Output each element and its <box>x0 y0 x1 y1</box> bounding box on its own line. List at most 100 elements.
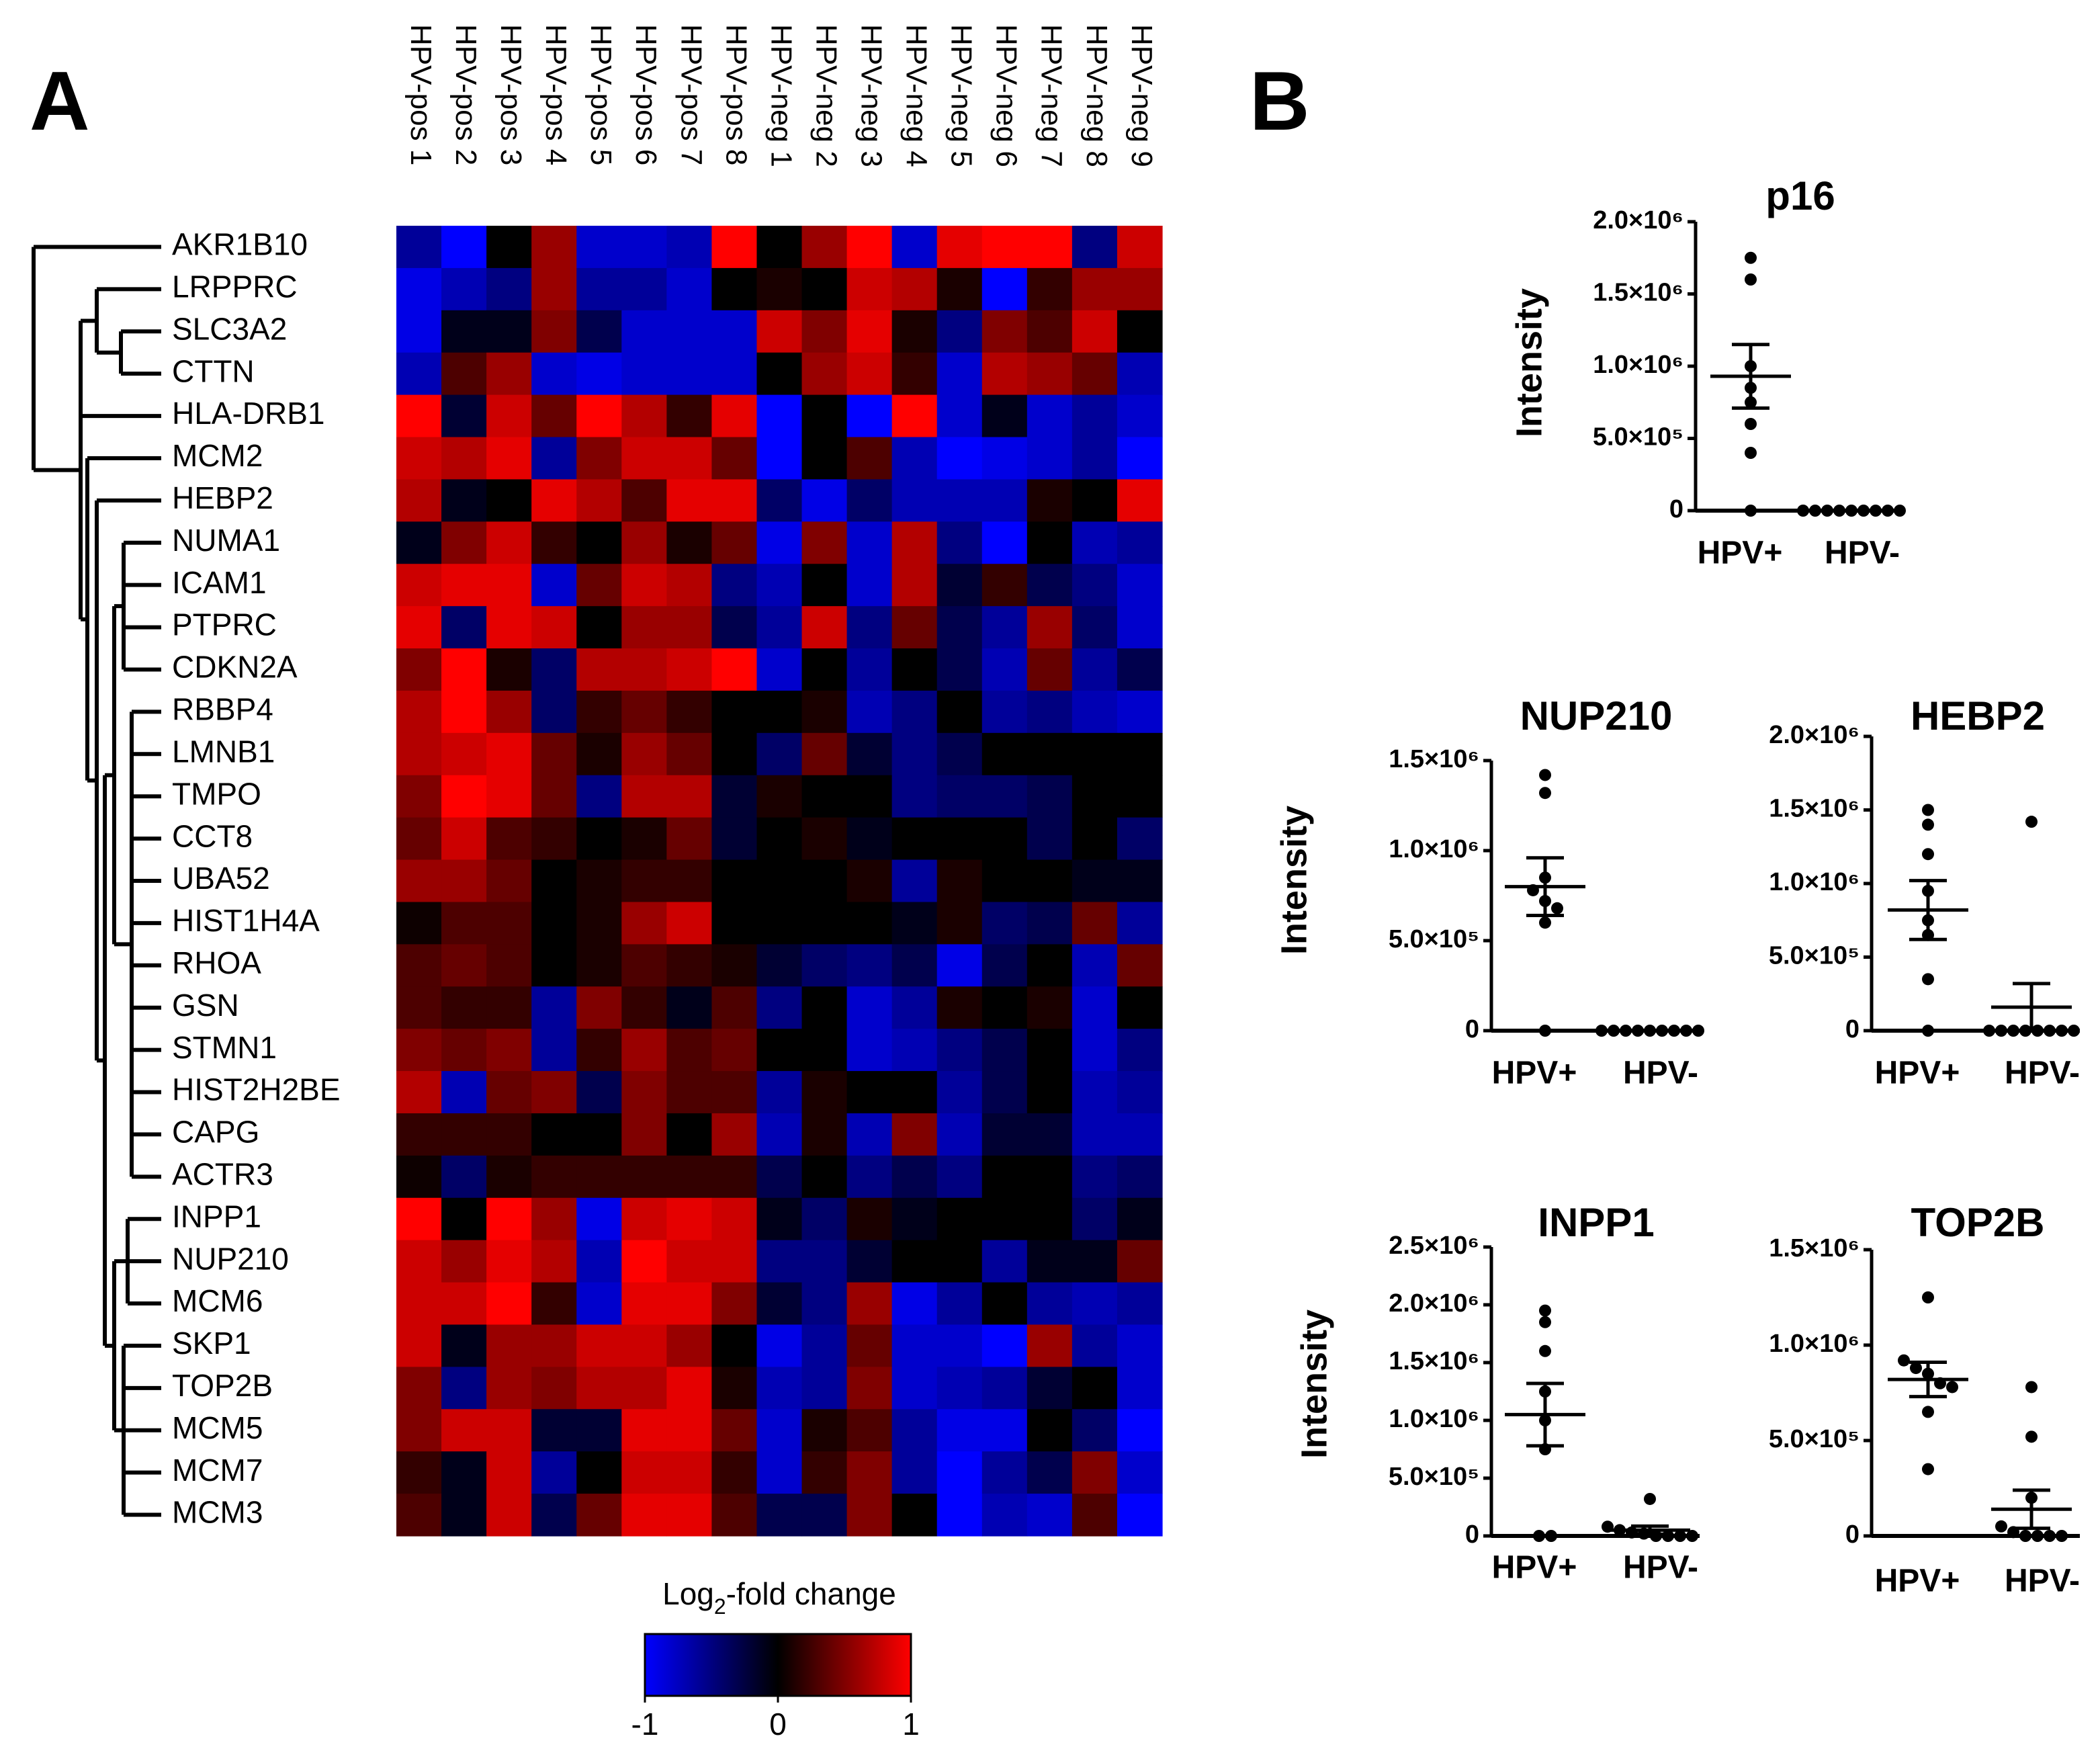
row-label: CCT8 <box>172 818 253 853</box>
heatmap-cell <box>621 1113 667 1156</box>
heatmap-cell <box>666 986 713 1029</box>
heatmap-cell <box>396 1494 442 1537</box>
heatmap-cell <box>486 606 532 649</box>
heatmap-cell <box>981 394 1028 438</box>
heatmap-cell <box>531 944 577 987</box>
data-point <box>1674 1530 1686 1542</box>
heatmap-cell <box>531 775 577 818</box>
heatmap-cell <box>666 1494 713 1537</box>
heatmap-cell <box>1071 775 1118 818</box>
heatmap-cell <box>1117 775 1163 818</box>
heatmap-cell <box>846 1029 893 1072</box>
heatmap-cell <box>981 521 1028 564</box>
heatmap-cell <box>486 226 532 269</box>
heatmap-cell <box>936 267 983 311</box>
heatmap-cell <box>801 902 848 945</box>
heatmap-cell <box>756 944 803 987</box>
heatmap-cell <box>576 1197 622 1241</box>
heatmap-cell <box>981 1367 1028 1410</box>
heatmap-cell <box>801 1240 848 1283</box>
heatmap-cell <box>396 352 442 396</box>
heatmap-cell <box>801 1155 848 1199</box>
heatmap-cell <box>891 690 938 734</box>
heatmap-cell <box>531 1494 577 1537</box>
heatmap-cell <box>846 479 893 522</box>
heatmap-cell <box>891 1071 938 1114</box>
heatmap-cell <box>396 1155 442 1199</box>
heatmap-cell <box>531 902 577 945</box>
heatmap-cell <box>891 986 938 1029</box>
heatmap-cell <box>846 606 893 649</box>
heatmap-cell <box>486 267 532 311</box>
heatmap-cell <box>621 1282 667 1326</box>
heatmap-cell <box>936 310 983 353</box>
heatmap-cell <box>1071 310 1118 353</box>
x-tick-label: HPV+ <box>1698 535 1783 571</box>
heatmap-cell <box>441 1155 487 1199</box>
heatmap-cell <box>981 690 1028 734</box>
column-label: HPV-neg 5 <box>945 24 978 167</box>
heatmap-cell <box>1026 1197 1073 1241</box>
heatmap-cell <box>486 394 532 438</box>
heatmap-cell <box>441 1197 487 1241</box>
heatmap-cell <box>936 817 983 861</box>
heatmap-cell <box>846 732 893 776</box>
heatmap-cell <box>801 226 848 269</box>
heatmap-cell <box>576 986 622 1029</box>
heatmap-cell <box>1026 1071 1073 1114</box>
heatmap-cell <box>441 1451 487 1494</box>
heatmap-cell <box>621 817 667 861</box>
heatmap-cell <box>531 986 577 1029</box>
row-label: NUMA1 <box>172 523 280 558</box>
heatmap-cell <box>756 479 803 522</box>
heatmap-cell <box>666 859 713 903</box>
heatmap-cell <box>576 564 622 607</box>
heatmap-cell <box>711 1155 758 1199</box>
heatmap-cell <box>801 1029 848 1072</box>
column-label: HPV-neg 4 <box>900 24 933 167</box>
heatmap-cell <box>801 352 848 396</box>
heatmap-cell <box>981 1451 1028 1494</box>
heatmap-cell <box>756 817 803 861</box>
column-label: HPV-neg 6 <box>990 24 1023 167</box>
y-tick-label: 1.5×10⁶ <box>1389 745 1479 773</box>
heatmap-cell <box>981 352 1028 396</box>
heatmap-cell <box>1026 1113 1073 1156</box>
heatmap-cell <box>756 564 803 607</box>
y-tick-label: 0 <box>1669 495 1683 523</box>
data-point <box>1983 1025 1995 1037</box>
heatmap-cell <box>711 732 758 776</box>
data-point <box>1539 787 1551 800</box>
row-label: HEBP2 <box>172 480 273 515</box>
heatmap-cell <box>981 1240 1028 1283</box>
heatmap-cell <box>486 986 532 1029</box>
heatmap-cell <box>621 648 667 691</box>
heatmap-cell <box>1071 902 1118 945</box>
heatmap-cell <box>936 1494 983 1537</box>
heatmap-cell <box>891 775 938 818</box>
heatmap-cell <box>1117 521 1163 564</box>
heatmap-cell <box>1071 1409 1118 1452</box>
heatmap-cell <box>711 564 758 607</box>
heatmap-cell <box>711 226 758 269</box>
x-tick-label: HPV- <box>1825 535 1900 571</box>
heatmap-cell <box>1117 1282 1163 1326</box>
heatmap-cell <box>576 902 622 945</box>
heatmap-cell <box>1071 226 1118 269</box>
heatmap-cell <box>396 902 442 945</box>
heatmap-cell <box>981 859 1028 903</box>
heatmap-cell <box>1117 310 1163 353</box>
heatmap-cell <box>1026 1409 1073 1452</box>
heatmap-cell <box>1117 1324 1163 1367</box>
heatmap-cell <box>396 648 442 691</box>
heatmap-cell <box>981 310 1028 353</box>
heatmap-cell <box>1026 1494 1073 1537</box>
heatmap-cell <box>441 1113 487 1156</box>
heatmap-cell <box>936 1240 983 1283</box>
heatmap-cell <box>576 690 622 734</box>
y-tick-label: 5.0×10⁵ <box>1593 423 1683 452</box>
heatmap-cell <box>711 775 758 818</box>
heatmap-cell <box>1071 944 1118 987</box>
heatmap-cell <box>576 479 622 522</box>
heatmap-cell <box>801 1409 848 1452</box>
